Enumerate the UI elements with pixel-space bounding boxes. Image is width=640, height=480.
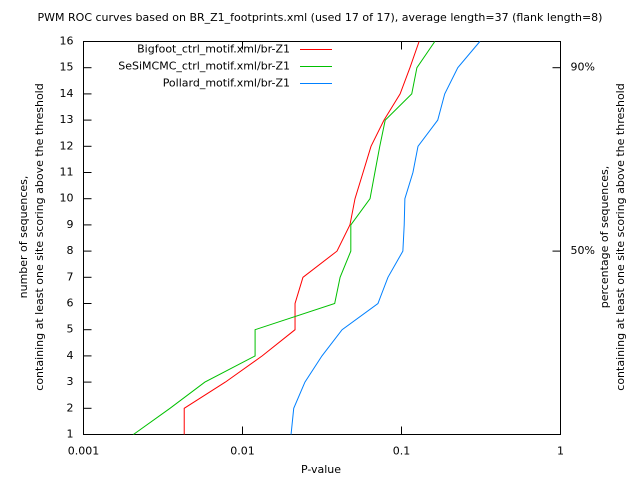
series-line — [133, 41, 436, 435]
series-line — [183, 41, 420, 435]
y-tick-label: 11 — [60, 166, 74, 179]
y-tick-label: 8 — [67, 244, 74, 257]
y-tick-label: 1 — [67, 428, 74, 441]
y2-tick-label: 50% — [571, 244, 595, 257]
chart-title: PWM ROC curves based on BR_Z1_footprints… — [38, 11, 603, 24]
x-tick-label: 1 — [557, 445, 564, 458]
y-tick-label: 4 — [67, 349, 74, 362]
y-axis-label-line: containing at least one site scoring abo… — [33, 83, 46, 390]
x-axis-label: P-value — [301, 463, 341, 476]
y-tick-label: 10 — [60, 192, 74, 205]
series-line — [290, 41, 481, 435]
y-tick-label: 16 — [60, 35, 74, 48]
x-tick-label: 0.01 — [230, 445, 255, 458]
y-tick-label: 15 — [60, 61, 74, 74]
legend-label: SeSiMCMC_ctrl_motif.xml/br-Z1 — [118, 60, 290, 73]
y-tick-label: 5 — [67, 323, 74, 336]
y-tick-label: 12 — [60, 139, 74, 152]
x-tick-label: 0.1 — [393, 445, 411, 458]
y-tick-label: 7 — [67, 270, 74, 283]
y2-axis-label-line: percentage of sequences, — [598, 166, 611, 308]
y-tick-label: 13 — [60, 113, 74, 126]
y-tick-label: 2 — [67, 401, 74, 414]
plot-frame — [83, 41, 561, 435]
y-axis-label: number of sequences, containing at least… — [17, 83, 46, 390]
y2-axis-label: percentage of sequences, containing at l… — [598, 83, 627, 390]
legend-label: Pollard_motif.xml/br-Z1 — [163, 77, 290, 90]
legend-label: Bigfoot_ctrl_motif.xml/br-Z1 — [137, 43, 290, 56]
y-tick-label: 3 — [67, 375, 74, 388]
y-tick-label: 9 — [67, 218, 74, 231]
y-tick-label: 14 — [60, 87, 74, 100]
y2-tick-label: 90% — [571, 61, 595, 74]
y-tick-label: 6 — [67, 297, 74, 310]
y-axis-label-line: number of sequences, — [17, 176, 30, 299]
x-tick-label: 0.001 — [68, 445, 100, 458]
y2-axis-label-line: containing at least one site scoring abo… — [614, 83, 627, 390]
